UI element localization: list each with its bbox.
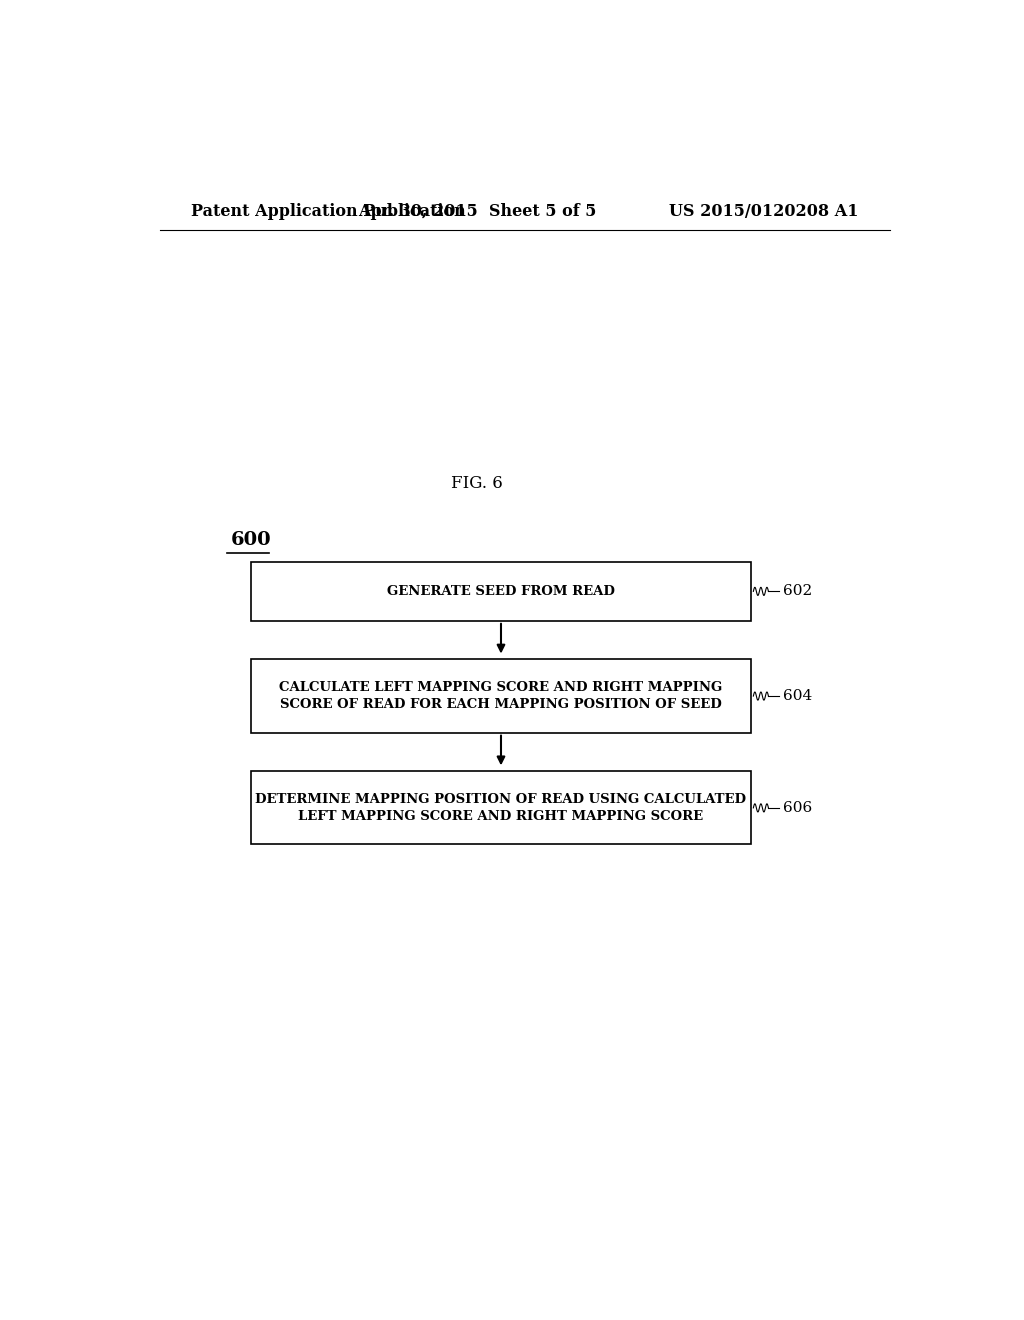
Text: Patent Application Publication: Patent Application Publication — [191, 203, 466, 219]
Text: 602: 602 — [782, 585, 812, 598]
Text: GENERATE SEED FROM READ: GENERATE SEED FROM READ — [387, 585, 615, 598]
Text: Apr. 30, 2015  Sheet 5 of 5: Apr. 30, 2015 Sheet 5 of 5 — [358, 203, 596, 219]
Text: DETERMINE MAPPING POSITION OF READ USING CALCULATED
LEFT MAPPING SCORE AND RIGHT: DETERMINE MAPPING POSITION OF READ USING… — [256, 793, 746, 822]
Text: CALCULATE LEFT MAPPING SCORE AND RIGHT MAPPING
SCORE OF READ FOR EACH MAPPING PO: CALCULATE LEFT MAPPING SCORE AND RIGHT M… — [280, 681, 723, 711]
Text: US 2015/0120208 A1: US 2015/0120208 A1 — [669, 203, 858, 219]
FancyBboxPatch shape — [251, 771, 751, 845]
Text: 600: 600 — [231, 531, 271, 549]
Text: 606: 606 — [782, 801, 812, 814]
Text: 604: 604 — [782, 689, 812, 704]
FancyBboxPatch shape — [251, 562, 751, 620]
FancyBboxPatch shape — [251, 660, 751, 733]
Text: FIG. 6: FIG. 6 — [452, 475, 503, 492]
